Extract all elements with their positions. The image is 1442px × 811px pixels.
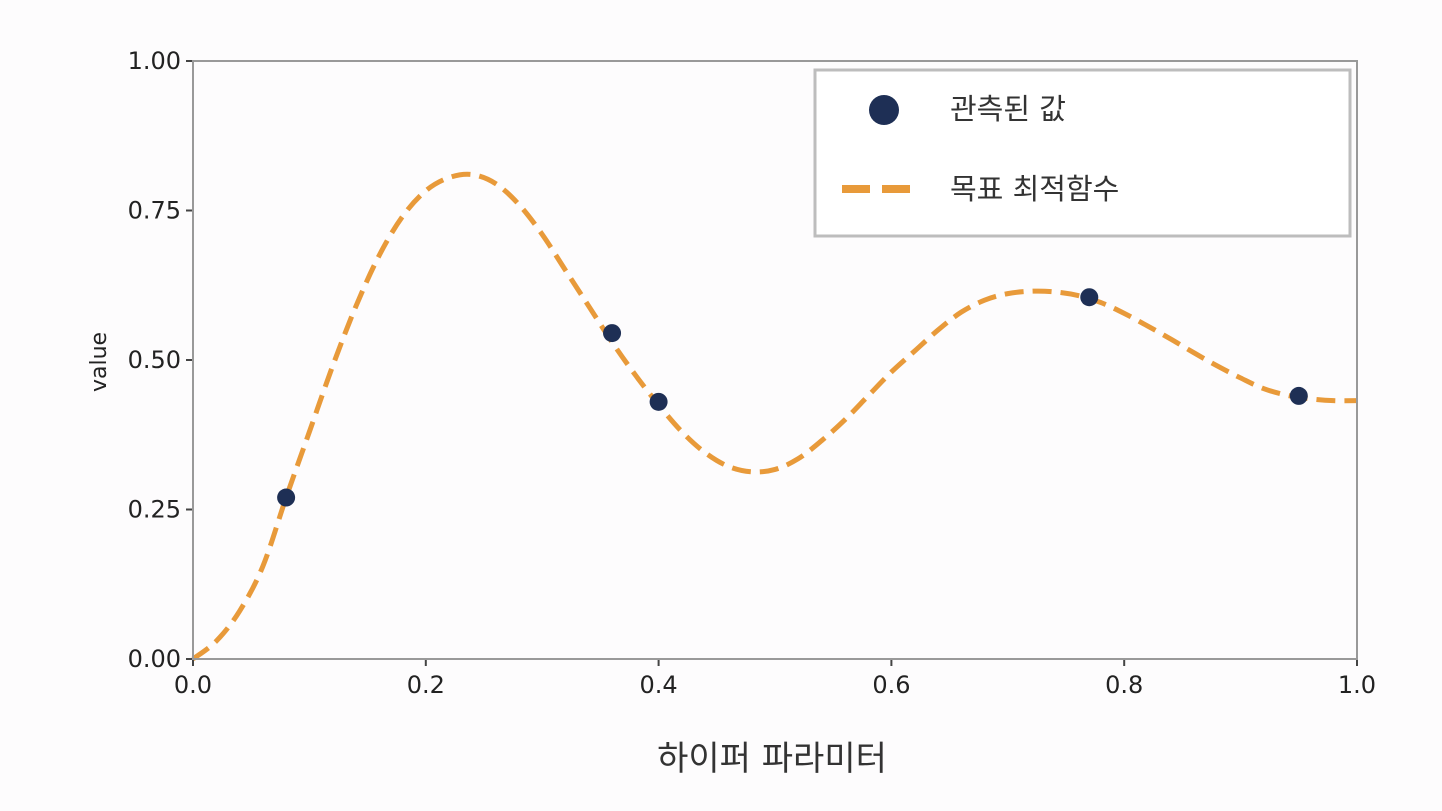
legend-box — [813, 68, 1352, 238]
legend: 관측된 값 목표 최적함수 — [813, 68, 1352, 238]
observed-point — [277, 488, 296, 507]
x-tick-label: 0.2 — [407, 671, 445, 699]
x-tick-label: 0.6 — [872, 671, 910, 699]
x-tick-label: 0.8 — [1105, 671, 1143, 699]
observed-point — [649, 392, 668, 411]
x-tick-label: 0.4 — [640, 671, 678, 699]
y-axis-label: value — [87, 332, 112, 392]
x-axis-label: 하이퍼 파라미터 — [657, 739, 887, 779]
legend-label-observed: 관측된 값 — [950, 92, 1066, 126]
y-tick-label: 0.75 — [128, 197, 181, 225]
y-tick-label: 0.25 — [128, 496, 181, 524]
target-function-line — [191, 171, 1358, 662]
observed-point — [603, 324, 622, 343]
x-tick-label: 1.0 — [1338, 671, 1376, 699]
series-layer — [191, 171, 1358, 662]
plot-frame — [192, 60, 1358, 660]
legend-marker-observed — [869, 95, 899, 125]
x-axis-ticks: 0.0 0.2 0.4 0.6 0.8 1.0 — [174, 659, 1376, 699]
y-axis-ticks: 0.00 0.25 0.50 0.75 1.00 — [128, 47, 193, 673]
legend-label-target: 목표 최적함수 — [950, 172, 1119, 206]
x-tick-label: 0.0 — [174, 671, 212, 699]
y-tick-label: 0.50 — [128, 346, 181, 374]
y-tick-label: 1.00 — [128, 47, 181, 75]
observed-point — [1080, 288, 1099, 307]
y-tick-label: 0.00 — [128, 645, 181, 673]
observed-point — [1289, 386, 1308, 405]
